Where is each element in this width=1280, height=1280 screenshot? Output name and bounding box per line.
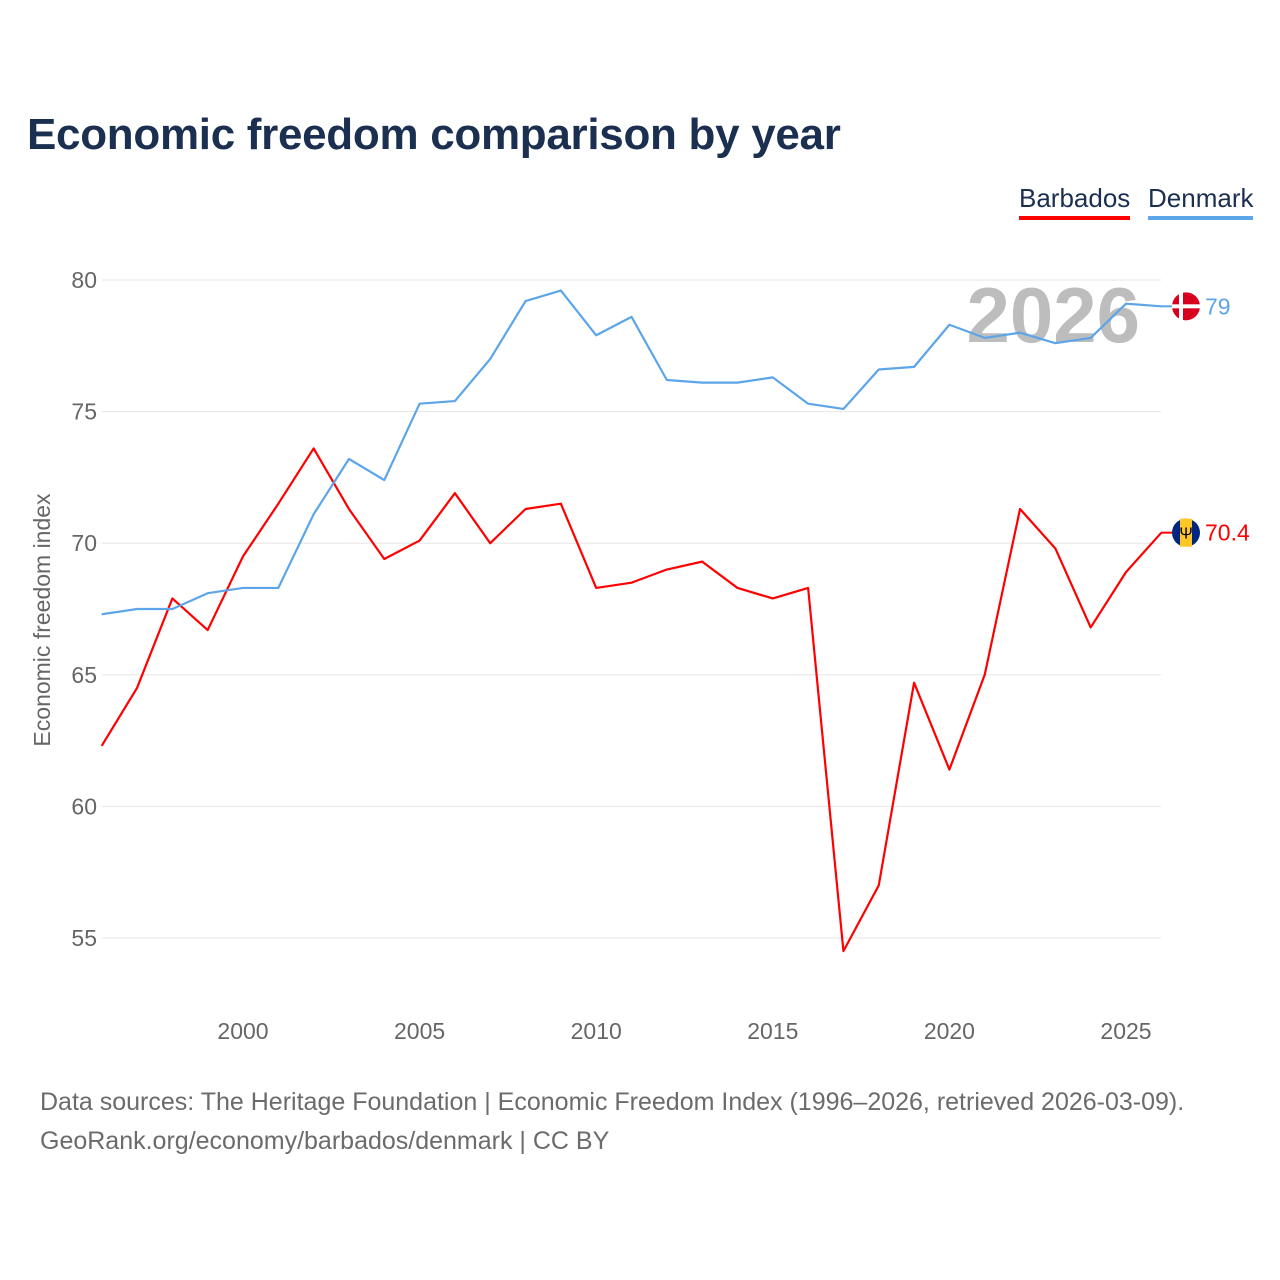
data-point: [453, 491, 457, 495]
data-point: [1124, 302, 1128, 306]
data-point: [1124, 570, 1128, 574]
data-point: [276, 586, 280, 590]
year-watermark: 2026: [966, 271, 1140, 359]
data-point: [912, 681, 916, 685]
x-tick-label: 2015: [747, 1018, 798, 1044]
data-point: [735, 381, 739, 385]
data-point: [418, 539, 422, 543]
denmark-flag-icon: [1172, 292, 1200, 321]
data-point: [771, 375, 775, 379]
data-point: [1053, 341, 1057, 345]
data-point: [877, 883, 881, 887]
data-point: [418, 402, 422, 406]
y-tick-label: 60: [71, 793, 97, 819]
x-tick-label: 2000: [217, 1018, 268, 1044]
trident: Ψ: [1179, 526, 1192, 543]
y-tick-label: 70: [71, 530, 97, 556]
y-tick-label: 65: [71, 662, 97, 688]
data-point: [841, 949, 845, 953]
data-point: [983, 336, 987, 340]
data-point: [665, 568, 669, 572]
y-tick-label: 75: [71, 399, 97, 425]
data-point: [453, 399, 457, 403]
data-point: [665, 378, 669, 382]
data-point: [1089, 336, 1093, 340]
data-point: [170, 596, 174, 600]
x-tick-label: 2020: [924, 1018, 975, 1044]
data-point: [347, 457, 351, 461]
end-value-label: 79: [1205, 293, 1231, 319]
data-point: [135, 686, 139, 690]
data-point: [771, 596, 775, 600]
data-point: [382, 478, 386, 482]
data-point: [1089, 625, 1093, 629]
data-point: [841, 407, 845, 411]
data-point: [1018, 507, 1022, 511]
data-point: [524, 299, 528, 303]
series-line-denmark: [101, 289, 1162, 616]
data-point: [382, 557, 386, 561]
data-point: [735, 586, 739, 590]
data-point: [806, 402, 810, 406]
data-point: [312, 512, 316, 516]
data-point: [488, 541, 492, 545]
data-point: [983, 673, 987, 677]
y-tick-label: 55: [71, 925, 97, 951]
data-point: [700, 381, 704, 385]
data-point: [312, 446, 316, 450]
data-point: [347, 507, 351, 511]
chart-title: Economic freedom comparison by year: [27, 110, 841, 159]
data-point: [806, 586, 810, 590]
data-point: [100, 612, 104, 616]
legend-barbados[interactable]: Barbados: [1019, 183, 1131, 220]
data-point: [206, 591, 210, 595]
data-point: [630, 315, 634, 319]
data-point: [206, 628, 210, 632]
flag-cross-h: [1172, 304, 1200, 309]
data-point: [1018, 331, 1022, 335]
data-point: [559, 502, 563, 506]
data-point: [276, 502, 280, 506]
x-tick-label: 2010: [571, 1018, 622, 1044]
data-point: [912, 365, 916, 369]
data-point: [947, 323, 951, 327]
data-point: [947, 768, 951, 772]
data-point: [594, 333, 598, 337]
data-point: [1053, 546, 1057, 550]
data-point: [135, 607, 139, 611]
flag-band: [1180, 518, 1192, 547]
data-point: [559, 289, 563, 293]
end-value-label: 70.4: [1205, 520, 1250, 546]
y-tick-label: 80: [71, 267, 97, 293]
barbados-flag-icon: Ψ: [1172, 518, 1200, 547]
y-axis-label: Economic freedom index: [29, 493, 55, 747]
data-point: [100, 744, 104, 748]
series-line-barbados: [100, 447, 1163, 953]
legend-denmark[interactable]: Denmark: [1148, 183, 1254, 220]
footer-sources: Data sources: The Heritage Foundation | …: [40, 1088, 1185, 1116]
data-point: [170, 607, 174, 611]
footer-link[interactable]: GeoRank.org/economy/barbados/denmark | C…: [40, 1127, 610, 1155]
x-tick-label: 2025: [1100, 1018, 1151, 1044]
data-point: [594, 586, 598, 590]
data-point: [241, 554, 245, 558]
data-point: [524, 507, 528, 511]
x-tick-label: 2005: [394, 1018, 445, 1044]
data-point: [241, 586, 245, 590]
data-point: [630, 581, 634, 585]
data-point: [488, 357, 492, 361]
data-point: [700, 560, 704, 564]
data-point: [877, 367, 881, 371]
